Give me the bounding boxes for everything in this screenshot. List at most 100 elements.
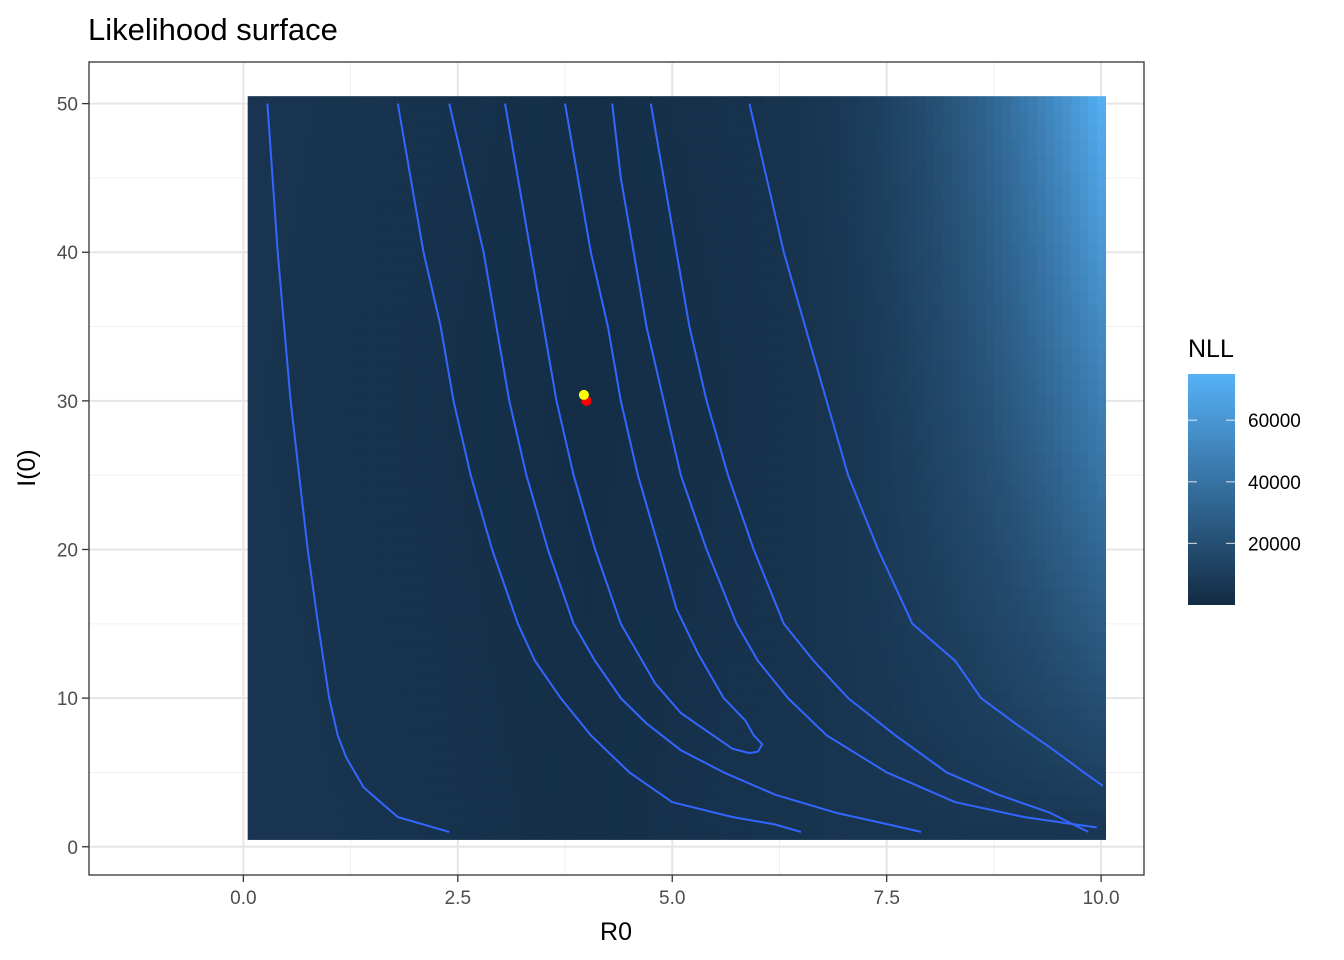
heatmap-tile — [719, 348, 729, 365]
heatmap-tile — [419, 319, 429, 335]
heatmap-tile — [479, 96, 489, 112]
heatmap-tile — [247, 438, 257, 454]
heatmap-tile — [813, 542, 823, 558]
heatmap-tile — [556, 720, 566, 736]
heatmap-tile — [882, 229, 892, 246]
heatmap-tile — [487, 571, 498, 588]
heatmap-tile — [453, 601, 463, 617]
heatmap-tile — [753, 244, 763, 261]
heatmap-tile — [805, 616, 815, 632]
heatmap-tile — [281, 660, 292, 677]
heatmap-tile — [324, 408, 335, 424]
heatmap-tile — [1002, 170, 1012, 186]
heatmap-tile — [1071, 720, 1081, 736]
heatmap-tile — [342, 467, 352, 484]
heatmap-tile — [745, 155, 755, 172]
heatmap-tile — [959, 438, 969, 454]
heatmap-tile — [316, 423, 326, 439]
heatmap-tile — [805, 824, 815, 840]
heatmap-tile — [890, 289, 901, 305]
heatmap-tile — [830, 705, 841, 722]
heatmap-tile — [316, 125, 326, 142]
heatmap-tile — [753, 348, 763, 365]
heatmap-tile — [770, 215, 781, 231]
heatmap-tile — [376, 616, 386, 632]
heatmap-tile — [384, 482, 395, 499]
heatmap-tile — [522, 170, 532, 186]
heatmap-tile — [599, 423, 609, 439]
heatmap-tile — [547, 794, 558, 811]
heatmap-tile — [959, 319, 969, 335]
heatmap-tile — [359, 542, 369, 558]
heatmap-tile — [710, 720, 721, 736]
heatmap-tile — [316, 438, 326, 454]
heatmap-tile — [247, 779, 257, 796]
heatmap-tile — [865, 333, 875, 350]
heatmap-tile — [333, 185, 343, 201]
heatmap-tile — [333, 750, 343, 766]
heatmap-tile — [505, 646, 515, 662]
heatmap-tile — [642, 185, 652, 201]
heatmap-tile — [590, 96, 600, 112]
heatmap-tile — [247, 809, 257, 826]
heatmap-tile — [873, 200, 883, 216]
heatmap-tile — [770, 497, 781, 513]
heatmap-tile — [976, 646, 986, 662]
heatmap-tile — [582, 497, 592, 513]
heatmap-tile — [925, 542, 935, 558]
heatmap-tile — [796, 348, 806, 365]
heatmap-tile — [547, 779, 558, 796]
heatmap-tile — [822, 735, 832, 751]
heatmap-tile — [710, 497, 721, 513]
heatmap-tile — [753, 229, 763, 246]
heatmap-tile — [839, 809, 849, 826]
heatmap-tile — [1071, 289, 1081, 305]
heatmap-tile — [367, 512, 377, 528]
heatmap-tile — [470, 438, 480, 454]
heatmap-tile — [710, 750, 721, 766]
heatmap-tile — [796, 556, 806, 573]
heatmap-tile — [702, 675, 712, 692]
heatmap-tile — [848, 497, 858, 513]
heatmap-tile — [470, 571, 480, 588]
heatmap-tile — [788, 96, 798, 112]
heatmap-tile — [667, 824, 678, 840]
heatmap-tile — [393, 675, 403, 692]
heatmap-tile — [1062, 497, 1072, 513]
heatmap-tile — [976, 96, 986, 112]
heatmap-tile — [565, 304, 575, 320]
heatmap-tile — [530, 809, 540, 826]
heatmap-tile — [865, 467, 875, 484]
heatmap-tile — [753, 393, 763, 409]
heatmap-tile — [839, 438, 849, 454]
heatmap-tile — [813, 140, 823, 157]
heatmap-tile — [865, 631, 875, 647]
heatmap-tile — [642, 631, 652, 647]
heatmap-tile — [625, 750, 635, 766]
heatmap-tile — [813, 794, 823, 811]
heatmap-tile — [1045, 125, 1055, 142]
heatmap-tile — [384, 111, 395, 127]
heatmap-tile — [839, 601, 849, 617]
heatmap-tile — [685, 408, 695, 424]
heatmap-tile — [968, 244, 978, 261]
heatmap-tile — [599, 244, 609, 261]
heatmap-tile — [565, 750, 575, 766]
heatmap-tile — [659, 512, 669, 528]
heatmap-tile — [762, 824, 772, 840]
heatmap-tile — [539, 452, 549, 469]
heatmap-tile — [384, 140, 395, 157]
heatmap-tile — [281, 96, 292, 112]
heatmap-tile — [453, 229, 463, 246]
heatmap-tile — [650, 289, 660, 305]
heatmap-tile — [762, 675, 772, 692]
heatmap-tile — [916, 690, 926, 707]
heatmap-tile — [513, 125, 523, 142]
heatmap-tile — [496, 779, 506, 796]
heatmap-tile — [925, 215, 935, 231]
heatmap-tile — [470, 259, 480, 276]
heatmap-tile — [522, 527, 532, 543]
heatmap-tile — [410, 631, 420, 647]
heatmap-tile — [470, 720, 480, 736]
heatmap-tile — [650, 111, 660, 127]
